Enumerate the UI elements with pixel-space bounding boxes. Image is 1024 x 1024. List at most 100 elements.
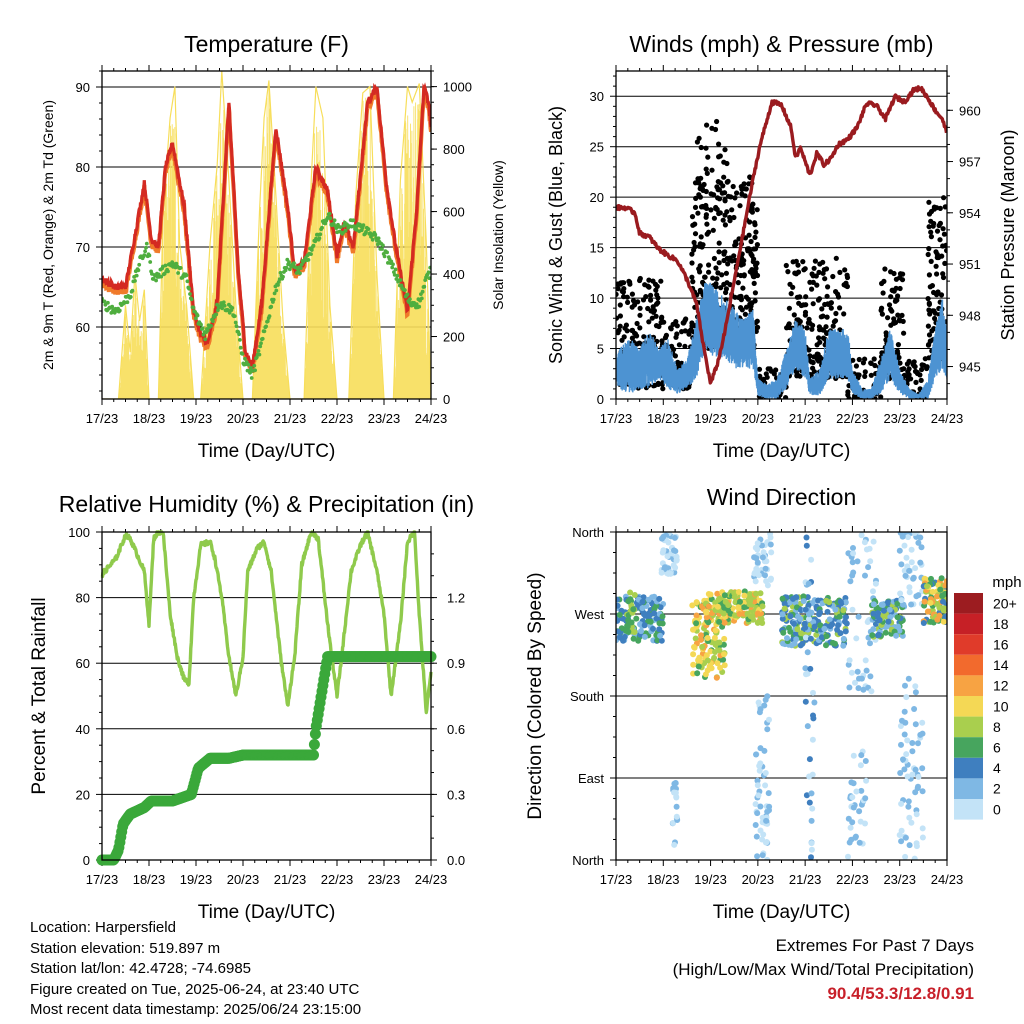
gust-point (871, 356, 877, 362)
gust-point (617, 313, 624, 319)
direction-point (735, 589, 742, 595)
gust-point (658, 278, 664, 284)
dewpoint-point (200, 326, 205, 331)
gust-point (925, 251, 931, 258)
dewpoint-point (249, 376, 254, 380)
direction-point (752, 801, 759, 808)
gust-point (706, 262, 712, 268)
dewpoint-point (203, 337, 208, 342)
gust-point (937, 205, 943, 211)
gust-point (783, 395, 789, 399)
direction-point (721, 635, 728, 642)
direction-point (671, 547, 677, 554)
direction-point (853, 788, 860, 795)
direction-point (898, 838, 905, 845)
direction-point (862, 657, 869, 664)
dewpoint-point (188, 292, 192, 296)
direction-point (849, 606, 856, 613)
temperature-xtick-label: 21/23 (274, 411, 307, 426)
direction-point (809, 805, 816, 812)
direction-point (887, 614, 894, 620)
gust-point (621, 334, 627, 340)
gust-point (756, 366, 763, 372)
direction-point (903, 694, 910, 701)
direction-point (803, 792, 810, 799)
gust-point (689, 214, 696, 220)
relative-humidity-series (100, 530, 433, 715)
gust-point (824, 293, 830, 299)
direction-point (787, 613, 794, 620)
dewpoint-point (222, 303, 227, 308)
direction-point (779, 595, 786, 602)
direction-point (692, 635, 699, 642)
direction-point (906, 814, 913, 821)
direction-point (755, 572, 762, 579)
gust-point (926, 332, 933, 338)
direction-point (908, 559, 915, 566)
gust-point (932, 315, 938, 322)
direction-point (689, 602, 696, 609)
gust-point (837, 269, 843, 275)
wind-direction-chart: Wind Direction Time (Day/UTC) 17/23 18/23 19… (525, 484, 1022, 923)
gust-point (682, 343, 688, 349)
direction-point (647, 618, 654, 625)
gust-point (825, 301, 831, 307)
gust-point (683, 316, 689, 322)
gust-point (933, 263, 939, 269)
direction-point (937, 586, 944, 593)
dewpoint-point (381, 243, 385, 248)
dewpoint-point (385, 250, 389, 255)
direction-point (925, 608, 932, 615)
direction-point (616, 602, 621, 609)
wind_direction-xtick-label: 24/23 (931, 872, 964, 887)
gust-point (905, 374, 911, 380)
direction-point (752, 578, 759, 585)
gust-point (868, 372, 874, 378)
direction-point (808, 846, 815, 853)
direction-point (721, 592, 728, 599)
gust-point (812, 258, 819, 264)
dewpoint-point (233, 320, 238, 325)
direction-point (616, 628, 622, 635)
direction-point (837, 598, 844, 605)
direction-point (711, 654, 718, 661)
winds-xlabel: Time (Day/UTC) (713, 441, 851, 462)
gust-point (743, 304, 750, 310)
direction-point (897, 532, 904, 536)
direction-point (751, 598, 758, 605)
direction-point (659, 535, 665, 542)
humidity-ylabel: Percent & Total Rainfall (29, 597, 50, 794)
dewpoint-point (414, 302, 419, 306)
direction-point (935, 582, 942, 589)
direction-point (867, 673, 874, 680)
gust-point (711, 255, 718, 262)
direction-point (764, 693, 771, 700)
direction-point (817, 622, 824, 629)
direction-point (754, 853, 761, 860)
dewpoint-point (287, 267, 292, 272)
gust-point (716, 249, 722, 255)
gust-point (674, 331, 680, 337)
gust-point (646, 277, 652, 283)
humidity-xtick-label: 21/23 (274, 872, 307, 887)
gust-point (940, 271, 946, 277)
direction-point (849, 559, 856, 566)
direction-point (904, 563, 911, 570)
direction-point (807, 665, 814, 672)
direction-point (850, 545, 856, 551)
dewpoint-point (106, 300, 110, 305)
direction-point (919, 834, 926, 841)
gust-point (654, 292, 660, 298)
gust-point (741, 273, 747, 279)
direction-point (898, 827, 905, 834)
winds-xtick-label: 21/23 (789, 411, 822, 426)
direction-point (760, 549, 767, 556)
direction-point (903, 751, 910, 758)
gust-point (914, 370, 921, 377)
direction-point (840, 642, 847, 649)
direction-point (897, 770, 904, 776)
winds-y2label: Station Pressure (Maroon) (998, 129, 1018, 340)
speed-legend-label: 10 (993, 698, 1009, 714)
direction-point (840, 607, 847, 614)
winds-xtick-label: 22/23 (836, 411, 869, 426)
